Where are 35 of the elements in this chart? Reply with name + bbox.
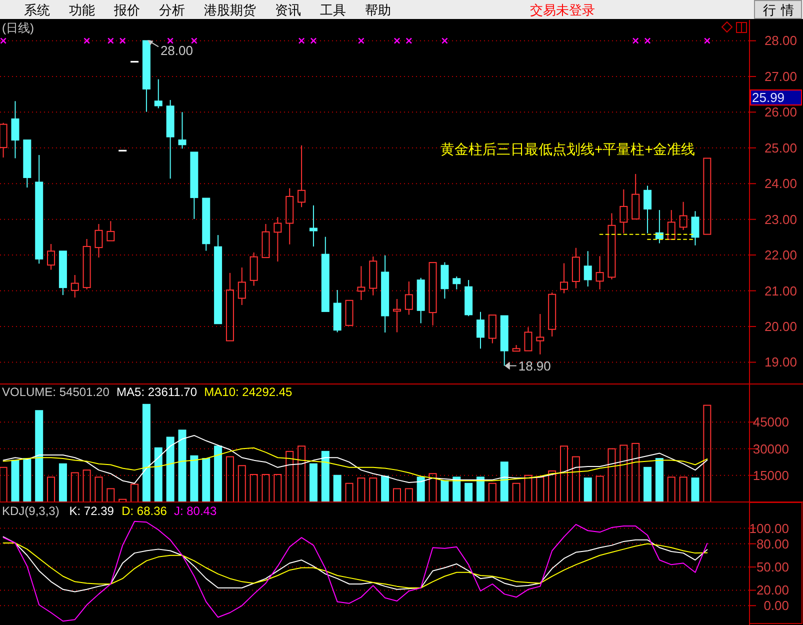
y-tick-label: 25.00 <box>764 140 797 156</box>
y-tick-label: 23.00 <box>764 212 797 227</box>
y-tick-label: 28.00 <box>764 33 797 48</box>
chart-title: (日线) <box>2 21 34 35</box>
text: 交易未登录 <box>530 2 595 18</box>
text: D: 68.36 <box>122 504 168 518</box>
text: 系统 <box>24 2 50 18</box>
text: 帮助 <box>365 2 391 18</box>
text: 行情 <box>763 2 799 18</box>
chart-title: KDJ(9,3,3) <box>2 504 60 518</box>
annotation: 28.00 <box>160 43 194 58</box>
y-tick-label: 30000 <box>752 441 789 456</box>
y-tick-label: 21.00 <box>764 283 797 298</box>
annotation: 黄金柱后三日最低点划线+平量柱+金准线 <box>440 141 695 157</box>
annotation: 18.90 <box>518 358 551 374</box>
text: 工具 <box>320 2 346 18</box>
y-tick-label: 24.00 <box>764 176 797 192</box>
text: 资讯 <box>275 2 301 18</box>
text: 25.99 <box>752 90 785 105</box>
text: MA10: 24292.45 <box>204 385 293 399</box>
y-tick-label: 19.00 <box>764 354 797 370</box>
series-label: J: 80.43 <box>174 504 217 518</box>
chart-title: VOLUME: 54501.20 <box>2 385 110 399</box>
text: 功能 <box>69 2 95 18</box>
y-tick-label: 26.00 <box>764 104 797 120</box>
y-tick-label: 15000 <box>752 468 789 483</box>
text: 分析 <box>159 2 185 18</box>
text: K: 72.39 <box>69 504 114 518</box>
text: 报价 <box>113 2 140 18</box>
y-tick-label: 27.00 <box>764 68 797 84</box>
y-tick-label: 22.00 <box>764 248 797 263</box>
y-tick-label: 45000 <box>752 414 789 430</box>
text: MA5: 23611.70 <box>116 385 198 399</box>
text: 港股期货 <box>204 2 256 18</box>
y-tick-label: 20.00 <box>764 318 797 334</box>
